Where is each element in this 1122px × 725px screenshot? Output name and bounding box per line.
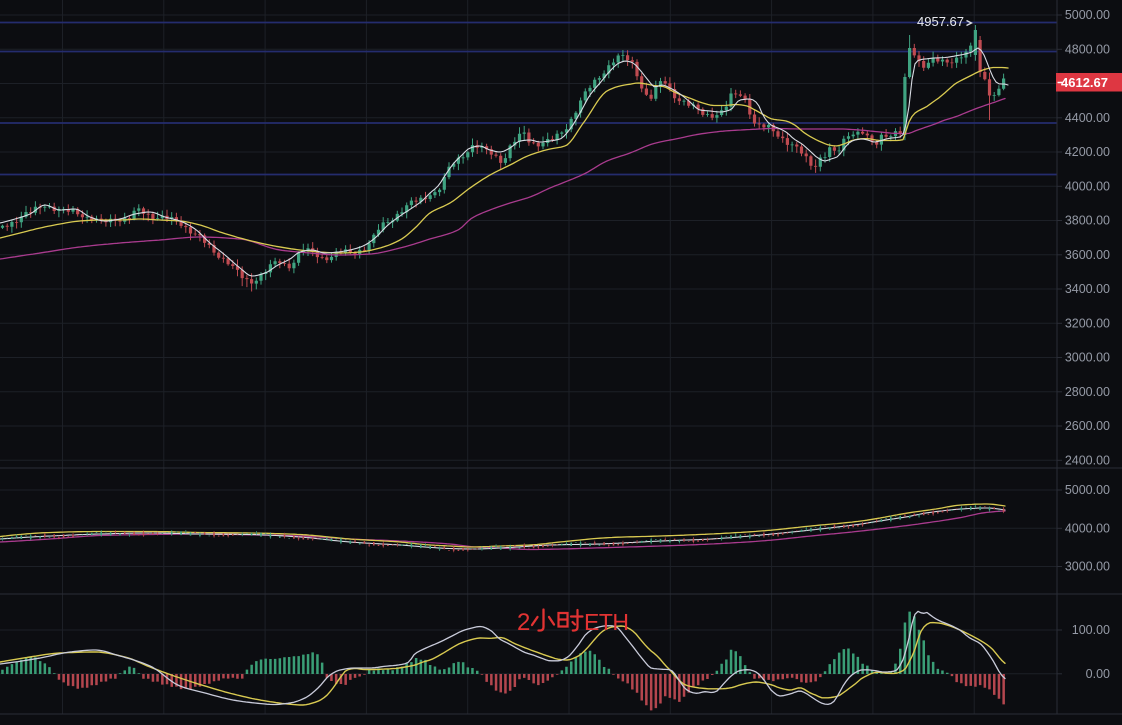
svg-text:0.00: 0.00 <box>1086 667 1110 681</box>
svg-text:4000.00: 4000.00 <box>1065 522 1110 536</box>
svg-text:2: 2 <box>517 609 530 636</box>
svg-text:4400.00: 4400.00 <box>1065 111 1110 125</box>
svg-text:ETH: ETH <box>584 609 629 635</box>
svg-text:2600.00: 2600.00 <box>1065 419 1110 433</box>
svg-text:4800.00: 4800.00 <box>1065 43 1110 57</box>
svg-text:3000.00: 3000.00 <box>1065 560 1110 574</box>
svg-text:3400.00: 3400.00 <box>1065 282 1110 296</box>
svg-text:5000.00: 5000.00 <box>1065 483 1110 497</box>
svg-text:5000.00: 5000.00 <box>1065 8 1110 22</box>
svg-text:2800.00: 2800.00 <box>1065 385 1110 399</box>
svg-text:3200.00: 3200.00 <box>1065 317 1110 331</box>
svg-text:3000.00: 3000.00 <box>1065 351 1110 365</box>
svg-text:4200.00: 4200.00 <box>1065 145 1110 159</box>
svg-text:4000.00: 4000.00 <box>1065 180 1110 194</box>
svg-text:100.00: 100.00 <box>1072 623 1110 637</box>
svg-text:4957.67: 4957.67 <box>917 14 964 29</box>
svg-text:3600.00: 3600.00 <box>1065 248 1110 262</box>
svg-text:3800.00: 3800.00 <box>1065 214 1110 228</box>
svg-text:4612.67: 4612.67 <box>1061 75 1108 90</box>
svg-text:2400.00: 2400.00 <box>1065 454 1110 468</box>
